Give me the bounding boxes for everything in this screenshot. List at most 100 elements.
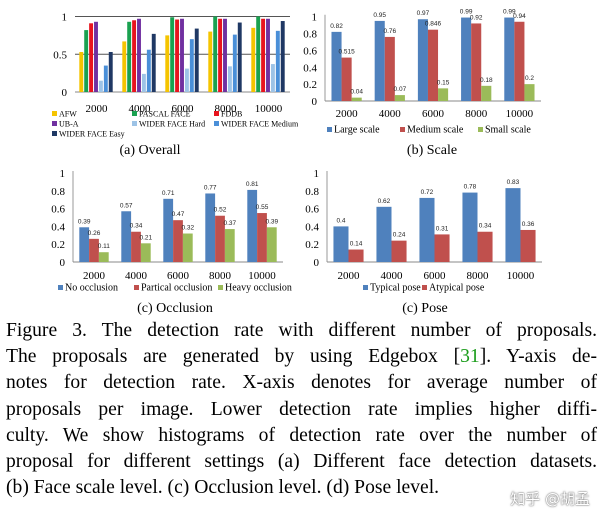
data-label: 0.95 xyxy=(373,12,386,19)
bar-large-scale xyxy=(504,17,515,101)
data-label: 0.37 xyxy=(223,220,236,227)
data-label: 0.515 xyxy=(338,49,355,56)
bar-afw xyxy=(251,27,256,93)
data-label: 0.34 xyxy=(130,223,143,230)
data-label: 0.11 xyxy=(98,243,111,250)
data-label: 0.55 xyxy=(256,204,269,211)
caption-text: The proposals are generated by using Edg… xyxy=(6,346,461,368)
bar-pascal-face xyxy=(256,16,261,92)
data-label: 0.4 xyxy=(336,217,345,224)
bar-afw xyxy=(79,51,84,92)
legend-label: No occlusion xyxy=(65,283,118,294)
bar-typical-pose xyxy=(462,192,478,262)
legend-label: WIDER FACE Medium xyxy=(221,120,299,129)
bar-medium-scale xyxy=(384,36,395,101)
data-label: 0.34 xyxy=(479,223,492,230)
bar-atypical-pose xyxy=(391,240,407,262)
bar-partical-occlusion xyxy=(89,238,99,262)
data-label: 0.26 xyxy=(88,230,101,237)
legend-swatch xyxy=(134,285,139,290)
data-label: 0.52 xyxy=(214,207,227,214)
bar-partical-occlusion xyxy=(131,231,141,262)
y-tick-label: 0.2 xyxy=(51,239,65,251)
data-label: 0.97 xyxy=(417,10,430,17)
bar-pascal-face xyxy=(127,21,132,92)
x-tick-label: 10000 xyxy=(507,270,535,282)
caption-line: (b) Face scale level. (c) Occlusion leve… xyxy=(6,477,440,499)
legend-label: Atypical pose xyxy=(429,283,485,294)
x-tick-label: 8000 xyxy=(215,103,238,115)
data-label: 0.76 xyxy=(383,28,396,35)
caption-line: notes for detection rate. X-axis denotes… xyxy=(6,372,597,394)
legend-label: Partical occlusion xyxy=(141,283,212,294)
data-label: 0.39 xyxy=(265,218,278,225)
y-tick-label: 0.4 xyxy=(51,221,65,233)
y-tick-label: 0.6 xyxy=(305,204,319,216)
y-tick-label: 0.2 xyxy=(303,79,317,91)
bar-pascal-face xyxy=(213,16,218,92)
y-tick-label: 0.8 xyxy=(305,186,319,198)
bar-ub-a xyxy=(223,18,227,92)
y-tick-label: 0.6 xyxy=(51,204,65,216)
bar-small-scale xyxy=(524,84,535,101)
legend-label: FDDB xyxy=(221,110,242,119)
x-tick-label: 8000 xyxy=(467,270,490,282)
bar-wider-face-easy xyxy=(151,33,156,92)
bar-wider-face-easy xyxy=(194,28,199,92)
bar-pascal-face xyxy=(84,30,89,92)
data-label: 0.24 xyxy=(393,232,406,239)
subcaption-occlusion: (c) Occlusion xyxy=(137,301,213,316)
data-label: 0.77 xyxy=(204,184,217,191)
legend-swatch xyxy=(132,111,137,116)
data-label: 0.92 xyxy=(470,14,483,21)
legend-swatch xyxy=(363,285,368,290)
bar-no-occlusion xyxy=(121,211,132,262)
bar-no-occlusion xyxy=(163,198,174,262)
bar-no-occlusion xyxy=(79,227,90,262)
bar-ub-a xyxy=(137,18,141,92)
legend-swatch xyxy=(400,127,405,132)
x-tick-label: 6000 xyxy=(424,270,447,282)
x-tick-label: 2000 xyxy=(86,103,109,115)
bar-pascal-face xyxy=(170,17,175,93)
bar-afw xyxy=(122,41,127,92)
bar-fddb xyxy=(175,19,180,92)
bar-large-scale xyxy=(417,19,428,101)
bar-fddb xyxy=(261,18,266,92)
bar-small-scale xyxy=(351,97,362,101)
citation-link[interactable]: 31 xyxy=(460,346,480,368)
data-label: 0.36 xyxy=(522,221,535,228)
legend-swatch xyxy=(214,121,219,126)
bar-medium-scale xyxy=(471,23,482,101)
bar-atypical-pose xyxy=(477,231,493,262)
legend-label: Small scale xyxy=(485,125,531,136)
y-tick-label: 1 xyxy=(314,168,320,180)
y-tick-label: 0.4 xyxy=(303,62,317,74)
bar-wider-face-hard xyxy=(184,68,189,92)
legend-swatch xyxy=(422,285,427,290)
data-label: 0.846 xyxy=(425,21,442,28)
x-tick-label: 4000 xyxy=(379,108,402,120)
y-tick-label: 0 xyxy=(60,257,66,269)
bar-wider-face-easy xyxy=(280,21,285,93)
bar-partical-occlusion xyxy=(173,220,183,262)
bar-wider-face-medium xyxy=(146,49,151,92)
bar-partical-occlusion xyxy=(257,213,267,262)
x-tick-label: 8000 xyxy=(209,270,232,282)
data-label: 0.15 xyxy=(437,79,450,86)
data-label: 0.83 xyxy=(507,179,520,186)
bar-wider-face-medium xyxy=(275,30,280,92)
bar-atypical-pose xyxy=(520,229,536,262)
legend-swatch xyxy=(214,111,219,116)
bar-large-scale xyxy=(461,17,472,101)
x-tick-label: 2000 xyxy=(336,108,359,120)
y-tick-label: 1 xyxy=(60,168,66,180)
bar-heavy-occlusion xyxy=(224,229,235,262)
legend-swatch xyxy=(132,121,137,126)
bar-no-occlusion xyxy=(247,189,258,262)
legend-label: Typical pose xyxy=(370,283,421,294)
data-label: 0.99 xyxy=(503,9,516,16)
bar-medium-scale xyxy=(427,29,439,102)
